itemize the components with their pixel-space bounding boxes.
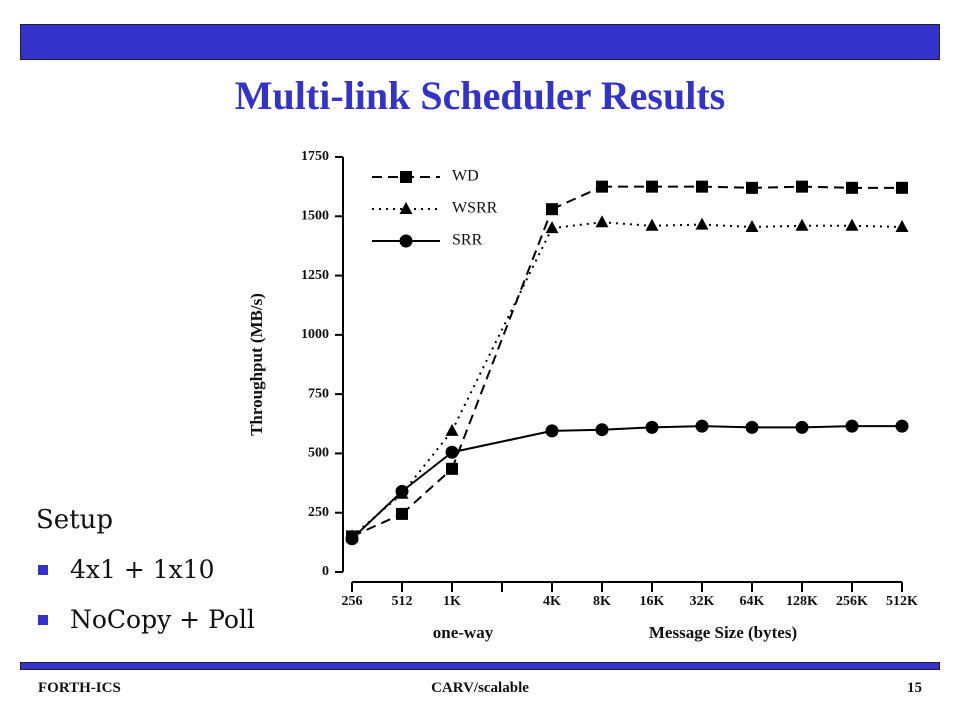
x-tick-label: 64K bbox=[740, 594, 765, 609]
legend-label: WD bbox=[452, 168, 479, 185]
footer-left: FORTH-ICS bbox=[38, 680, 121, 696]
x-tick-label: 1K bbox=[443, 594, 461, 609]
x-tick-label: 16K bbox=[640, 594, 665, 609]
footer-page: 15 bbox=[907, 680, 922, 696]
marker bbox=[645, 420, 659, 434]
marker bbox=[545, 424, 559, 438]
y-tick-label: 1750 bbox=[301, 149, 329, 164]
line-segment bbox=[651, 223, 703, 227]
line-segment bbox=[451, 429, 553, 454]
legend-marker bbox=[399, 202, 413, 214]
y-tick-label: 250 bbox=[308, 505, 329, 520]
x-axis-label: Message Size (bytes) bbox=[649, 623, 797, 642]
y-tick-label: 1500 bbox=[301, 209, 329, 224]
y-tick-label: 1250 bbox=[301, 268, 329, 283]
line-segment bbox=[551, 185, 603, 211]
legend-marker bbox=[399, 234, 413, 248]
x-tick-label: 128K bbox=[786, 594, 818, 609]
marker bbox=[895, 219, 909, 232]
line-segment bbox=[601, 221, 653, 227]
marker bbox=[696, 180, 708, 193]
marker bbox=[895, 419, 909, 433]
marker bbox=[795, 218, 809, 231]
x-tick-label: 256 bbox=[342, 594, 363, 609]
setup-heading: Setup bbox=[36, 505, 114, 535]
marker bbox=[795, 420, 809, 434]
line-segment bbox=[801, 185, 853, 189]
marker bbox=[845, 419, 859, 433]
marker bbox=[646, 180, 658, 193]
marker bbox=[846, 181, 858, 194]
slide-title: Multi-link Scheduler Results bbox=[234, 73, 726, 118]
line-segment bbox=[351, 512, 403, 538]
marker bbox=[596, 180, 608, 193]
line-segment bbox=[801, 425, 853, 429]
line-segment bbox=[551, 221, 603, 230]
line-segment bbox=[851, 224, 903, 228]
bullet: NoCopy + Poll bbox=[36, 605, 255, 655]
line-segment bbox=[401, 451, 453, 493]
marker bbox=[645, 218, 659, 231]
line-segment bbox=[701, 425, 753, 429]
marker bbox=[545, 221, 559, 234]
marker bbox=[395, 484, 409, 498]
bullet-list: 4x1 + 1x10 NoCopy + Poll bbox=[36, 555, 255, 655]
marker bbox=[546, 203, 558, 216]
x-tick-label: 512 bbox=[392, 594, 413, 609]
x-tick-label: 8K bbox=[593, 594, 611, 609]
y-tick-label: 750 bbox=[308, 386, 329, 401]
line-segment bbox=[551, 428, 603, 432]
legend-label: SRR bbox=[452, 232, 483, 249]
line-segment bbox=[351, 490, 403, 540]
chart: 0 250 500 750 1000 1250 1500 1750 256 512 1K 4K 8K 16… bbox=[247, 149, 918, 642]
legend-label: WSRR bbox=[452, 200, 498, 217]
marker bbox=[695, 217, 709, 230]
x-tick-label: 32K bbox=[690, 594, 715, 609]
x-tick-label: 256K bbox=[836, 594, 868, 609]
line-segment bbox=[701, 185, 753, 189]
line-segment bbox=[751, 224, 803, 228]
marker bbox=[595, 215, 609, 228]
marker bbox=[746, 181, 758, 194]
line-segment bbox=[451, 208, 553, 470]
marker bbox=[796, 180, 808, 193]
top-bar bbox=[20, 24, 940, 60]
marker bbox=[845, 218, 859, 231]
marker bbox=[345, 532, 359, 546]
marker bbox=[695, 419, 709, 433]
x-tick-label: 512K bbox=[886, 594, 918, 609]
marker bbox=[396, 507, 408, 520]
marker bbox=[745, 420, 759, 434]
line-segment bbox=[651, 425, 703, 429]
marker bbox=[595, 423, 609, 437]
marker bbox=[446, 462, 458, 475]
bullet: 4x1 + 1x10 bbox=[36, 555, 255, 605]
marker bbox=[745, 219, 759, 232]
line-segment bbox=[701, 223, 753, 228]
y-tick-label: 1000 bbox=[301, 327, 329, 342]
footer-bar bbox=[20, 662, 940, 670]
marker bbox=[896, 181, 908, 194]
y-axis-label: Throughput (MB/s) bbox=[247, 293, 266, 436]
line-segment bbox=[451, 227, 553, 432]
x-tick-label: 4K bbox=[543, 594, 561, 609]
marker bbox=[445, 445, 459, 459]
line-segment bbox=[751, 185, 803, 189]
line-segment bbox=[601, 426, 653, 431]
marker bbox=[445, 423, 459, 436]
annotation: one-way bbox=[433, 623, 494, 642]
footer-center: CARV/scalable bbox=[431, 680, 529, 696]
y-tick-label: 500 bbox=[308, 446, 329, 461]
y-tick-label: 0 bbox=[322, 564, 329, 579]
line-segment bbox=[401, 468, 453, 515]
legend-marker bbox=[400, 171, 412, 183]
